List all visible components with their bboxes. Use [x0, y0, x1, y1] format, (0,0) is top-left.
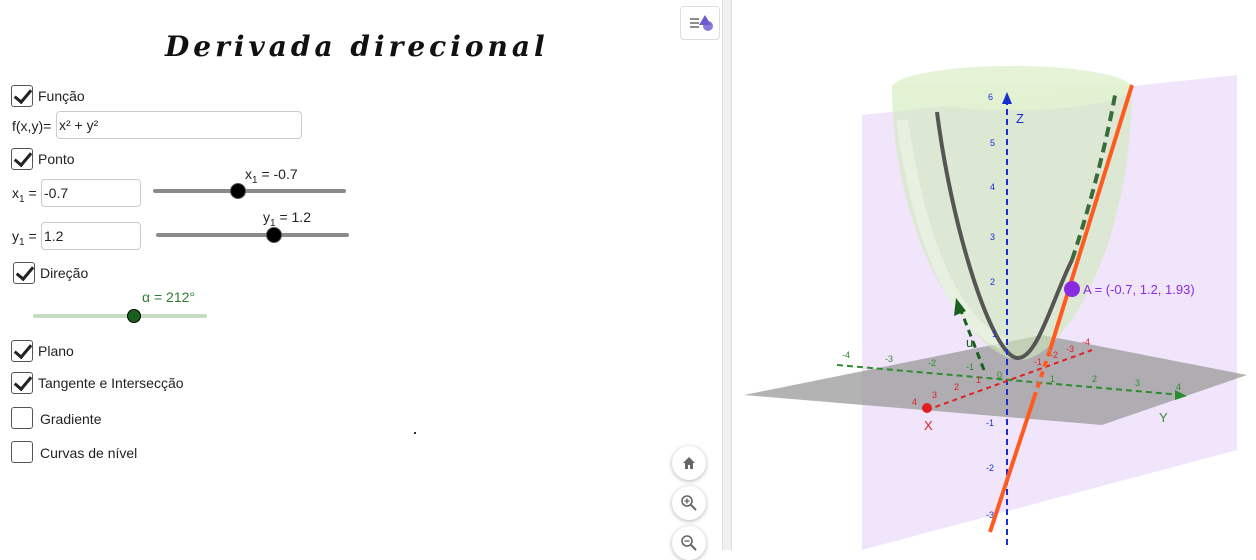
y-tick: 1: [1050, 374, 1055, 384]
home-icon: [683, 457, 695, 469]
intersection-curve: [935, 111, 1074, 360]
graphics-3d-view[interactable]: Z 6 5 4 3 2 1 -1 -2 -3 Y -4 -3 -2 -1 0 1…: [732, 0, 1256, 550]
x-tick: 4: [912, 397, 917, 407]
funcao-checkbox[interactable]: [11, 85, 33, 107]
x-axis-label: X: [924, 418, 933, 433]
y1-input[interactable]: 1.2: [41, 222, 141, 250]
stray-dot: [414, 432, 416, 434]
point-a-label: A = (-0.7, 1.2, 1.93): [1083, 282, 1195, 297]
y-tick: 0: [997, 370, 1002, 380]
zoom-in-icon: [681, 495, 697, 511]
x1-slider-label: x1 = -0.7: [245, 166, 298, 186]
z-tick: 3: [990, 232, 995, 242]
tangent-line-upper: [1048, 84, 1134, 351]
z-tick: 5: [990, 138, 995, 148]
y1-input-label: y1 =: [12, 228, 37, 248]
panel-divider[interactable]: [722, 0, 732, 550]
z-tick: 2: [990, 277, 995, 287]
direction-vector-arrow: [954, 298, 966, 316]
page-title: Derivada direcional: [165, 30, 549, 63]
function-input-label: f(x,y)=: [12, 118, 52, 134]
y-tick: 4: [1176, 382, 1181, 392]
paraboloid-top: [892, 66, 1132, 110]
z-axis-arrow: [1002, 92, 1012, 104]
home-button[interactable]: [672, 446, 706, 480]
alpha-slider-handle[interactable]: [126, 309, 141, 323]
curvas-label: Curvas de nível: [40, 445, 138, 461]
intersection-curve-hidden: [1070, 89, 1118, 261]
y-axis-arrow: [1175, 390, 1187, 400]
y-tick: -4: [842, 350, 850, 360]
curvas-checkbox[interactable]: [11, 441, 33, 463]
tangente-checkbox[interactable]: [11, 372, 33, 394]
y-tick: 2: [1092, 374, 1097, 384]
y1-slider-track[interactable]: [156, 233, 349, 237]
z-tick: -1: [986, 418, 994, 428]
x1-slider-handle[interactable]: [229, 183, 246, 199]
z-tick: -2: [986, 463, 994, 473]
x-tick: -3: [1066, 344, 1074, 354]
alpha-slider-track[interactable]: [33, 314, 207, 318]
x-tick: 3: [932, 390, 937, 400]
style-bar-icon: [690, 15, 713, 31]
x-tick: 1: [976, 375, 981, 385]
algebra-panel: Derivada direcional Função f(x,y)= x² + …: [0, 0, 720, 550]
z-tick: 6: [988, 92, 993, 102]
zoom-out-button[interactable]: [672, 526, 706, 560]
x1-input-label: x1 =: [12, 185, 37, 205]
tangente-label: Tangente e Intersecção: [38, 375, 184, 391]
z-axis-label: Z: [1016, 111, 1024, 126]
tangent-line-lower: [988, 397, 1036, 533]
y-tick: -1: [966, 362, 974, 372]
tangent-line-hidden: [1032, 349, 1052, 399]
x-tick: 2: [954, 382, 959, 392]
y-tick: 3: [1135, 378, 1140, 388]
z-tick: 4: [990, 182, 995, 192]
plano-label: Plano: [38, 343, 74, 359]
x-axis-arrow: [922, 403, 932, 413]
vector-label: u: [966, 335, 973, 350]
graphics-canvas: Z 6 5 4 3 2 1 -1 -2 -3 Y -4 -3 -2 -1 0 1…: [744, 66, 1247, 550]
y-axis-label: Y: [1159, 410, 1168, 425]
x-tick: -2: [1050, 350, 1058, 360]
ponto-label: Ponto: [38, 151, 75, 167]
zoom-out-icon: [681, 535, 697, 551]
x-tick: -4: [1082, 337, 1090, 347]
y-tick: -2: [928, 358, 936, 368]
z-tick: -3: [986, 510, 994, 520]
x1-slider-track[interactable]: [153, 189, 346, 193]
y1-slider-label: y1 = 1.2: [263, 209, 311, 229]
gradiente-checkbox[interactable]: [11, 407, 33, 429]
y-tick: -3: [885, 354, 893, 364]
y1-slider-handle[interactable]: [265, 227, 282, 243]
funcao-label: Função: [38, 88, 85, 104]
zoom-in-button[interactable]: [672, 486, 706, 520]
style-bar-button[interactable]: [680, 6, 720, 40]
direcao-checkbox[interactable]: [13, 262, 35, 284]
ponto-checkbox[interactable]: [11, 148, 33, 170]
x1-input[interactable]: -0.7: [41, 179, 141, 207]
direcao-label: Direção: [40, 265, 89, 281]
gradiente-label: Gradiente: [40, 411, 102, 427]
z-tick: 1: [992, 329, 997, 339]
y-axis: [836, 364, 1183, 396]
point-a[interactable]: [1064, 281, 1080, 297]
xy-plane: [744, 335, 1247, 425]
x-tick: -1: [1034, 357, 1042, 367]
alpha-slider-label: α = 212°: [142, 289, 196, 305]
x-axis: [926, 349, 1093, 411]
plano-checkbox[interactable]: [11, 340, 33, 362]
function-input[interactable]: x² + y²: [56, 111, 302, 139]
